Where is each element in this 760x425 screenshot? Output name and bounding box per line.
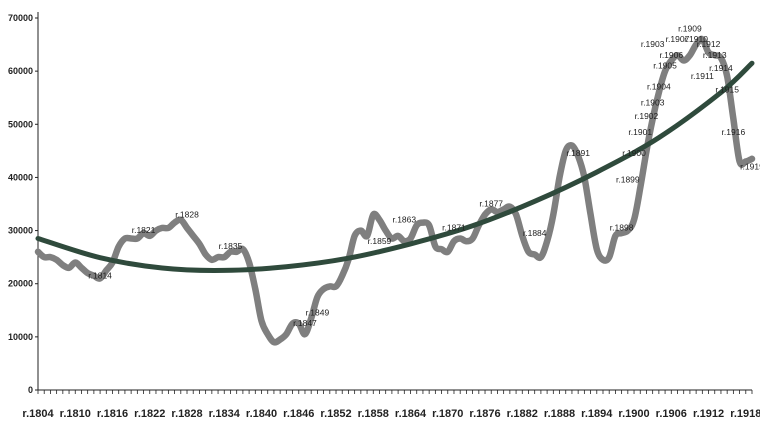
x-tick-label: r.1870 <box>432 408 463 420</box>
data-label: r.1903 <box>641 39 665 49</box>
y-tick-label: 0 <box>28 385 33 395</box>
data-label: r.1899 <box>616 175 640 185</box>
y-axis-ticks: 0 10000 20000 30000 40000 50000 60000 70000 <box>8 13 38 395</box>
x-tick-label: r.1816 <box>97 408 128 420</box>
y-tick-label: 60000 <box>8 66 33 76</box>
x-tick-label: r.1888 <box>544 408 575 420</box>
data-label: r.1849 <box>306 308 330 318</box>
data-label: r.1877 <box>479 199 503 209</box>
data-label: r.1863 <box>392 215 416 225</box>
y-tick-label: 70000 <box>8 13 33 23</box>
data-label: r.1847 <box>293 318 317 328</box>
y-tick-label: 30000 <box>8 226 33 236</box>
x-tick-label: r.1918 <box>730 408 760 420</box>
x-tick-label: r.1828 <box>171 408 202 420</box>
data-label: r.1884 <box>523 228 547 238</box>
x-tick-label: r.1912 <box>693 408 724 420</box>
x-tick-label: r.1852 <box>320 408 351 420</box>
data-label: r.1835 <box>219 241 243 251</box>
data-label: r.1907 <box>666 34 690 44</box>
series-layer <box>34 35 756 346</box>
data-label: r.1891 <box>566 148 590 158</box>
x-tick-label: r.1906 <box>656 408 687 420</box>
x-tick-label: r.1900 <box>618 408 649 420</box>
data-label: r.1871 <box>442 223 466 233</box>
x-tick-label: r.1822 <box>134 408 165 420</box>
data-label: r.1910 <box>684 34 708 44</box>
data-label: r.1914 <box>709 63 733 73</box>
data-label: r.1821 <box>132 225 156 235</box>
data-label: r.1898 <box>610 223 634 233</box>
data-label: r.1916 <box>722 127 746 137</box>
series-line <box>34 35 756 346</box>
data-label: r.1913 <box>703 50 727 60</box>
x-tick-label: r.1864 <box>395 408 427 420</box>
x-tick-label: r.1858 <box>358 408 389 420</box>
data-label: r.1902 <box>635 111 659 121</box>
x-tick-label: r.1804 <box>22 408 54 420</box>
x-tick-label: r.1840 <box>246 408 277 420</box>
y-tick-label: 50000 <box>8 119 33 129</box>
axes <box>37 12 752 391</box>
x-tick-label: r.1894 <box>581 408 613 420</box>
data-label: r.1828 <box>175 209 199 219</box>
trend-line <box>35 60 755 273</box>
data-label: r.1906 <box>659 50 683 60</box>
x-tick-label: r.1834 <box>209 408 241 420</box>
x-tick-label: r.1876 <box>469 408 500 420</box>
data-label: r.1901 <box>628 127 652 137</box>
data-label: r.1859 <box>368 236 392 246</box>
data-label: r.1911 <box>691 71 714 81</box>
y-tick-label: 40000 <box>8 172 33 182</box>
data-label: r.1903 <box>641 98 665 108</box>
x-tick-label: r.1882 <box>507 408 538 420</box>
data-label: r.1900 <box>622 148 646 158</box>
data-label: r.1919 <box>740 161 760 171</box>
data-label: r.1912 <box>697 39 721 49</box>
data-label: r.1814 <box>88 270 112 280</box>
data-label: r.1915 <box>715 84 739 94</box>
y-tick-label: 10000 <box>8 332 33 342</box>
data-label: r.1905 <box>653 60 677 70</box>
data-label: r.1909 <box>678 23 702 33</box>
y-tick-label: 20000 <box>8 279 33 289</box>
x-tick-label: r.1810 <box>60 408 91 420</box>
x-tick-label: r.1846 <box>283 408 314 420</box>
data-label: r.1904 <box>647 82 671 92</box>
x-axis-ticks: r.1804 r.1810 r.1816 r.1822 r.1828 r.1834 r.18… <box>22 390 760 420</box>
